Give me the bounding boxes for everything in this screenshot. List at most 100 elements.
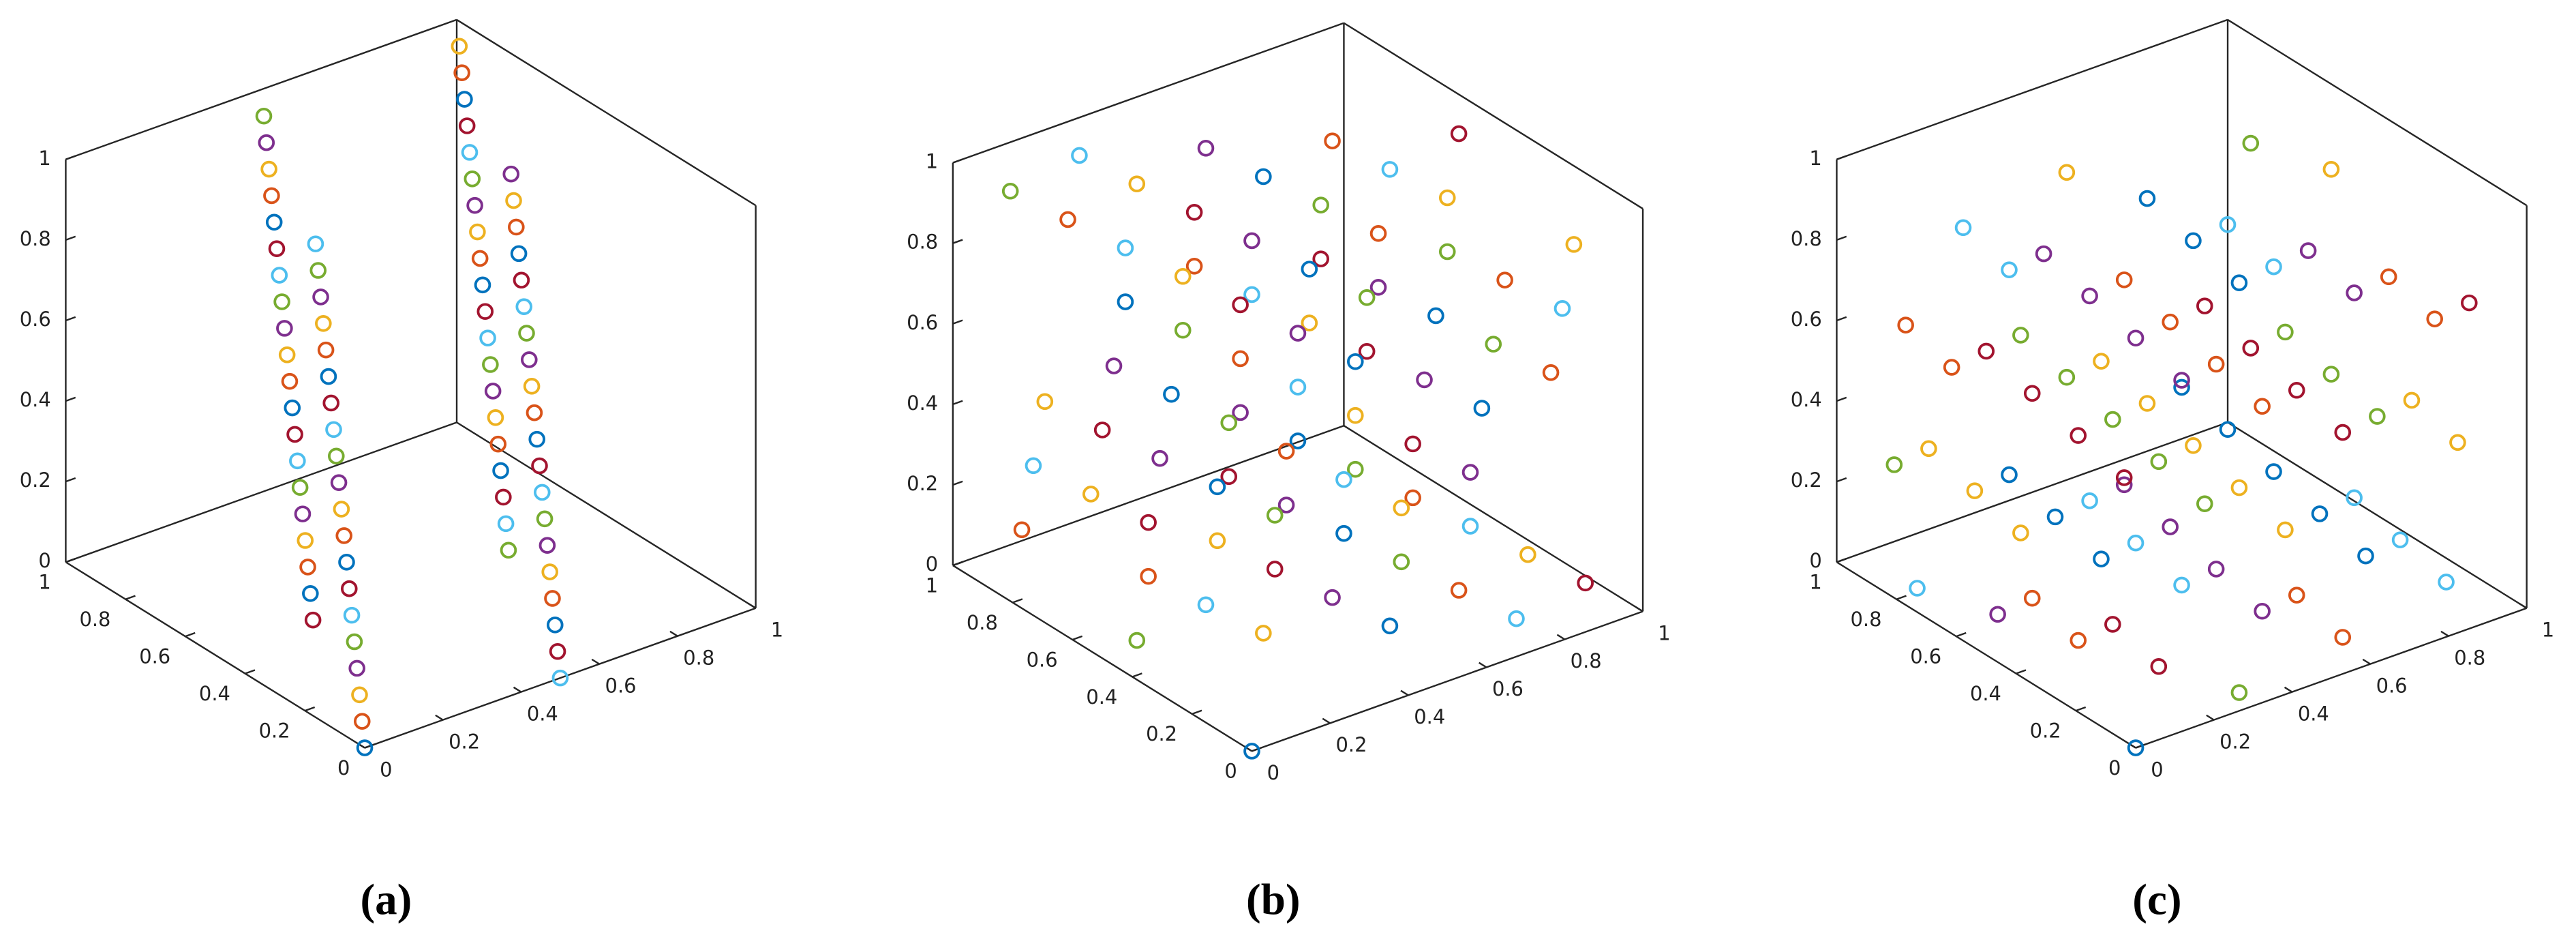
point xyxy=(2461,294,2478,312)
point xyxy=(330,474,348,491)
point xyxy=(2288,381,2305,399)
point xyxy=(2081,492,2098,509)
y-tick-label: 1 xyxy=(38,571,50,594)
point xyxy=(2449,434,2466,451)
y-tick-label: 0.6 xyxy=(139,644,170,668)
point xyxy=(2001,261,2018,278)
z-tick-label: 0.2 xyxy=(1791,469,1822,492)
point xyxy=(1954,219,1972,237)
panel-label: (a) xyxy=(360,875,412,924)
point xyxy=(343,606,361,624)
point xyxy=(2185,437,2202,454)
point xyxy=(1071,147,1088,164)
point xyxy=(487,409,504,426)
point xyxy=(1163,385,1180,403)
point xyxy=(1577,574,1594,592)
point xyxy=(1185,257,1203,275)
point xyxy=(1117,239,1134,256)
x-tick-label: 0.2 xyxy=(2219,730,2251,753)
x-tick-label: 0 xyxy=(2151,758,2163,781)
point xyxy=(302,585,319,602)
point xyxy=(304,611,322,629)
z-tick-label: 0.6 xyxy=(20,308,51,331)
x-tick-label: 0 xyxy=(1267,761,1279,784)
point xyxy=(1358,288,1376,306)
point xyxy=(2322,366,2340,383)
z-tick xyxy=(65,235,76,241)
point xyxy=(1301,261,1318,278)
point xyxy=(2254,398,2271,415)
point xyxy=(1117,293,1134,310)
z-tick-label: 0.4 xyxy=(907,391,938,415)
z-tick xyxy=(1836,235,1847,241)
z-tick xyxy=(1836,477,1847,483)
point xyxy=(2288,587,2305,604)
point xyxy=(284,399,301,417)
point xyxy=(1082,486,1100,503)
point xyxy=(260,160,277,178)
point xyxy=(1461,518,1479,535)
y-tick xyxy=(185,632,196,638)
point xyxy=(484,383,502,400)
point xyxy=(353,713,371,730)
z-tick xyxy=(952,239,963,244)
point xyxy=(476,303,494,321)
point xyxy=(1232,296,1249,314)
point xyxy=(2219,216,2237,233)
point xyxy=(544,590,561,607)
point xyxy=(289,452,306,470)
z-tick xyxy=(65,557,76,563)
point xyxy=(2127,739,2145,756)
point xyxy=(1255,168,1272,185)
x-tick xyxy=(2362,658,2371,665)
point xyxy=(471,250,489,267)
x-tick xyxy=(435,714,444,721)
point xyxy=(2265,258,2282,276)
point xyxy=(2196,495,2213,512)
point xyxy=(1989,606,2006,623)
point xyxy=(510,245,528,263)
z-tick xyxy=(1836,396,1847,402)
axis-edge xyxy=(1343,425,1643,612)
point xyxy=(1978,342,1995,360)
axis-edge xyxy=(65,18,457,160)
point xyxy=(1324,589,1341,606)
point xyxy=(456,91,473,108)
point xyxy=(469,223,486,241)
point xyxy=(1243,232,1260,250)
point xyxy=(1920,440,1937,458)
point xyxy=(533,484,551,501)
point xyxy=(2023,385,2041,402)
point xyxy=(1174,321,1192,339)
y-tick xyxy=(1192,709,1202,715)
point xyxy=(1909,580,1926,597)
point xyxy=(1277,443,1295,460)
y-tick xyxy=(1012,598,1023,604)
point xyxy=(1185,203,1203,221)
y-tick-label: 0.8 xyxy=(967,611,998,634)
y-tick-label: 0.6 xyxy=(1910,644,1941,668)
point xyxy=(2346,489,2363,507)
x-tick xyxy=(513,686,522,693)
axis-edge xyxy=(65,561,365,749)
point xyxy=(1347,460,1364,478)
y-tick-label: 0 xyxy=(1224,760,1237,783)
y-tick xyxy=(2135,743,2146,749)
x-tick-label: 0.6 xyxy=(1492,677,1524,700)
point xyxy=(1243,743,1260,760)
point xyxy=(1025,457,1042,475)
point xyxy=(2334,424,2352,441)
point xyxy=(348,659,365,677)
point xyxy=(351,686,368,704)
y-tick-label: 0.2 xyxy=(259,719,290,742)
point xyxy=(1128,175,1146,192)
z-tick-label: 0.8 xyxy=(1791,227,1822,250)
point xyxy=(1369,225,1387,242)
z-tick-label: 1 xyxy=(926,150,938,173)
point xyxy=(518,325,535,342)
x-tick-label: 0.8 xyxy=(1571,649,1602,672)
point xyxy=(453,64,470,81)
point xyxy=(497,515,515,533)
point xyxy=(1220,468,1238,486)
x-tick xyxy=(2206,714,2215,721)
